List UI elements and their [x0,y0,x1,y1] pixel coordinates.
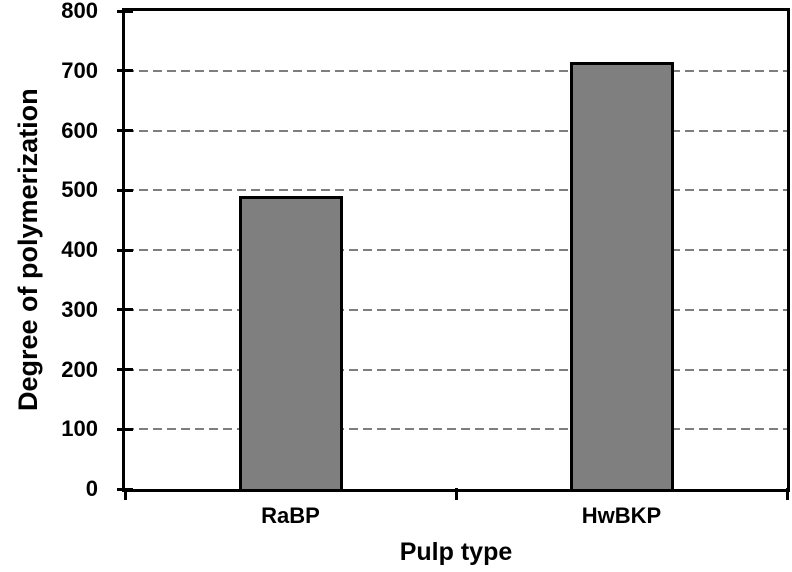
y-tick-label-500: 500 [61,177,98,203]
y-tick-400 [117,248,133,252]
y-tick-label-600: 600 [61,117,98,143]
y-tick-label-0: 0 [85,476,98,501]
plot-area [122,8,790,492]
gridline-700 [125,69,787,72]
gridline-500 [125,189,787,192]
y-tick-label-400: 400 [61,237,98,262]
y-tick-label-700: 700 [61,57,98,83]
gridline-600 [125,129,787,132]
x-tick-2 [785,488,789,500]
y-tick-700 [117,69,133,73]
y-tick-label-100: 100 [61,416,98,442]
y-tick-label-800: 800 [61,0,98,23]
gridline-100 [125,428,787,431]
bar-rabp [238,196,343,489]
gridline-300 [125,308,787,311]
x-tick-label-hwbkp: HwBKP [581,503,662,528]
y-tick-200 [117,368,133,371]
bar-hwbkp [569,61,674,489]
gridline-400 [125,249,787,251]
y-tick-600 [117,129,133,132]
y-tick-100 [117,427,133,431]
gridline-200 [125,368,787,371]
y-tick-500 [117,188,133,192]
y-tick-300 [117,308,133,312]
x-tick-label-rabp: RaBP [261,503,320,528]
x-axis-title: Pulp type [399,538,513,566]
x-tick-0 [123,488,127,500]
y-tick-label-200: 200 [61,356,98,382]
y-tick-label-300: 300 [61,296,98,322]
y-tick-800 [117,9,133,13]
x-tick-1 [454,488,458,500]
